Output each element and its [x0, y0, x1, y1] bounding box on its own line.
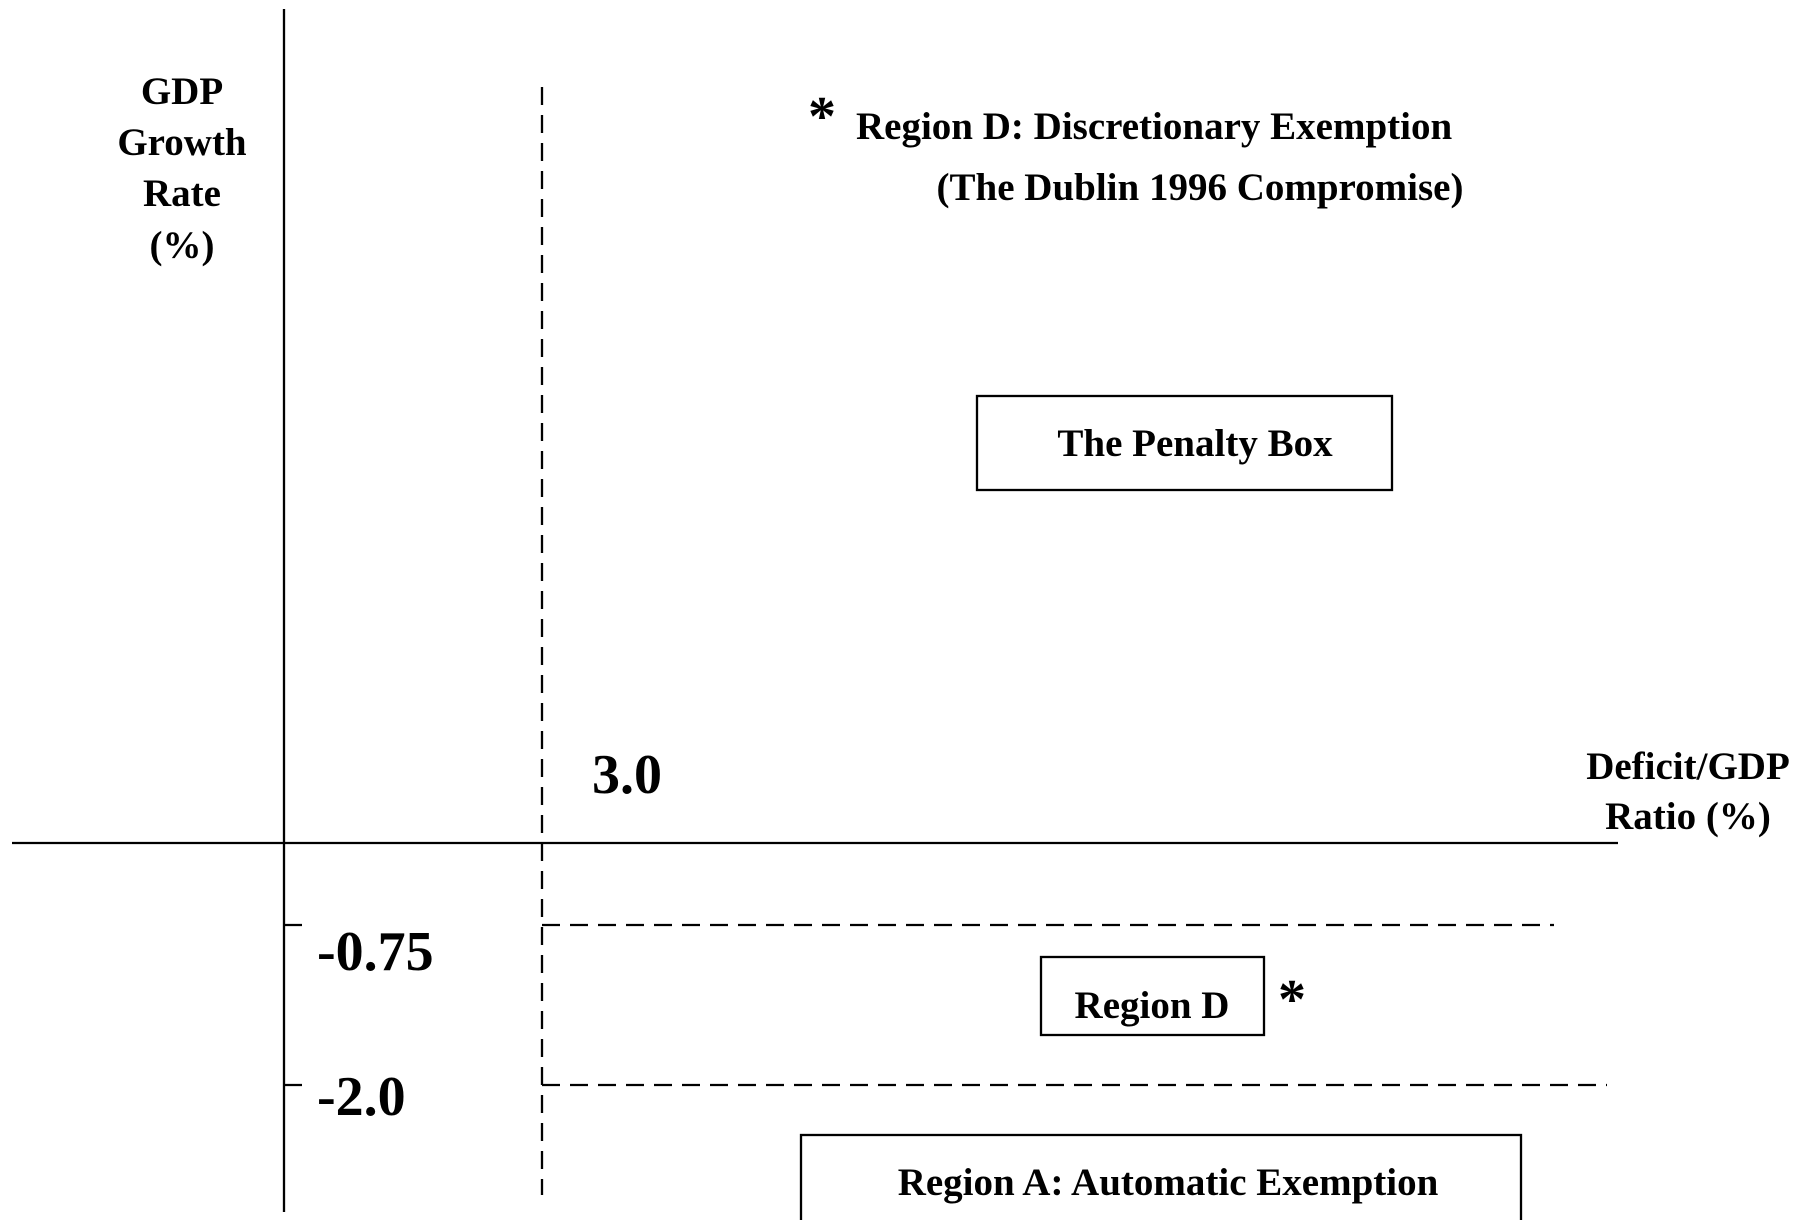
asterisk: * [1278, 969, 1306, 1031]
note-text: (The Dublin 1996 Compromise) [937, 166, 1464, 209]
penalty-box [975, 394, 1394, 492]
x-axis-label: Ratio (%) [1605, 795, 1771, 838]
x-axis-label: Deficit/GDP [1586, 745, 1790, 788]
y-axis-label: GDP [141, 70, 223, 113]
threshold-label: -2.0 [317, 1066, 406, 1128]
region-label: Region A: Automatic Exemption [898, 1161, 1439, 1204]
region-label: The Penalty Box [1057, 422, 1333, 465]
threshold-label: -0.75 [317, 921, 434, 983]
y-axis-label: Rate [143, 172, 221, 215]
region-a-box [799, 1133, 1523, 1220]
y-axis-label: (%) [150, 224, 215, 267]
region-label: Region D [1075, 984, 1230, 1027]
threshold-label: 3.0 [592, 744, 662, 806]
region-d-box [1039, 955, 1266, 1037]
note-text: Region D: Discretionary Exemption [856, 105, 1452, 148]
asterisk: * [808, 86, 836, 148]
y-axis-label: Growth [117, 121, 247, 164]
